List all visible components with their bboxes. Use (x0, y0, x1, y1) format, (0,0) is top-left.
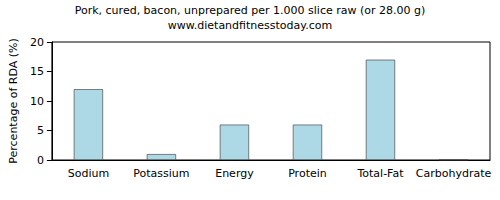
svg-text:Potassium: Potassium (133, 167, 189, 180)
svg-text:Sodium: Sodium (68, 167, 109, 180)
svg-text:Energy: Energy (215, 167, 254, 180)
svg-text:20: 20 (30, 36, 44, 49)
svg-text:5: 5 (37, 124, 44, 137)
svg-text:Percentage of RDA (%): Percentage of RDA (%) (7, 38, 20, 163)
svg-text:15: 15 (30, 65, 44, 78)
svg-text:Total-Fat: Total-Fat (356, 167, 404, 180)
svg-text:Pork, cured, bacon, unprepared: Pork, cured, bacon, unprepared per 1.000… (75, 4, 426, 17)
svg-text:0: 0 (37, 154, 44, 167)
svg-text:Protein: Protein (288, 167, 327, 180)
svg-text:10: 10 (30, 95, 44, 108)
svg-text:www.dietandfitnesstoday.com: www.dietandfitnesstoday.com (168, 19, 332, 32)
svg-text:Carbohydrate: Carbohydrate (416, 167, 492, 180)
